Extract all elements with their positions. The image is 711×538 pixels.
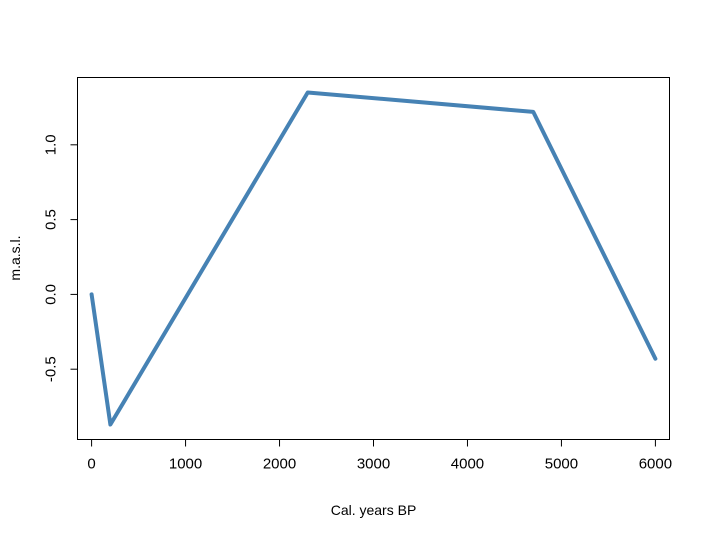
- x-tick-label: 1000: [169, 456, 202, 473]
- y-axis: -0.5 0.0 0.5 1.0: [43, 134, 78, 382]
- x-axis-label: Cal. years BP: [331, 502, 417, 518]
- x-axis: 0 1000 2000 3000 4000 5000 6000: [87, 439, 672, 473]
- plot-frame: [77, 77, 670, 440]
- x-tick-label: 2000: [263, 456, 296, 473]
- y-tick-label: 0.5: [43, 209, 60, 230]
- x-tick-label: 6000: [639, 456, 672, 473]
- series-line: [89, 90, 658, 427]
- y-tick-label: -0.5: [43, 356, 60, 382]
- y-tick-label: 1.0: [43, 134, 60, 155]
- x-tick-label: 4000: [451, 456, 484, 473]
- x-tick-label: 0: [87, 456, 95, 473]
- x-tick-label: 3000: [357, 456, 390, 473]
- y-tick-label: 0.0: [43, 284, 60, 305]
- x-tick-label: 5000: [545, 456, 578, 473]
- series-layer: [89, 90, 658, 427]
- y-axis-label: m.a.s.l.: [7, 235, 23, 280]
